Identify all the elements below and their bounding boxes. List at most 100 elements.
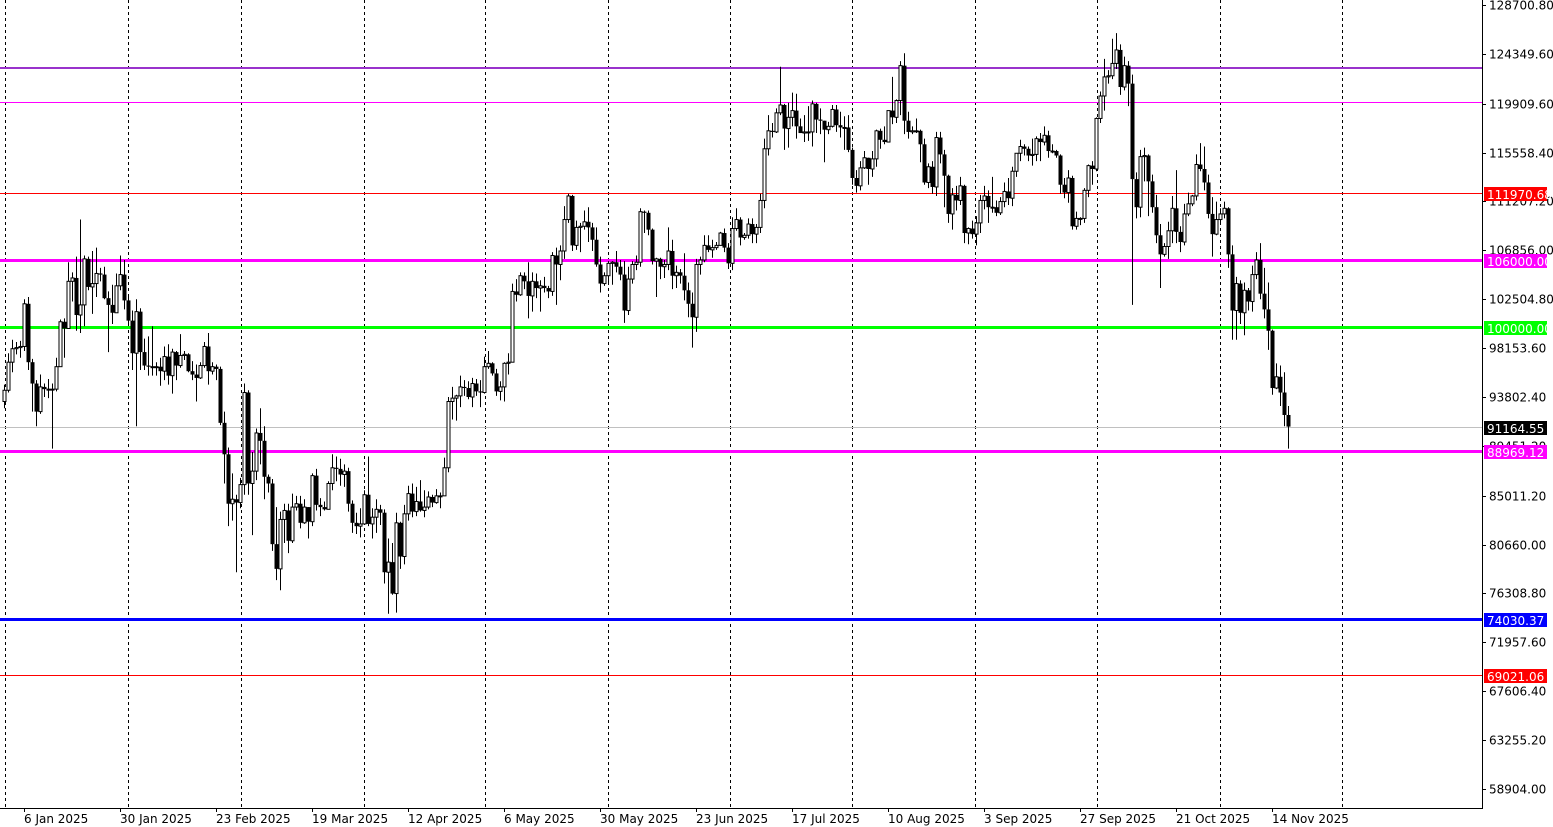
candle [1282, 372, 1287, 427]
price-tick-label: 102504.80 [1489, 293, 1553, 307]
candle [78, 219, 83, 333]
candle [1066, 170, 1071, 203]
candle-body-bull [1082, 189, 1087, 219]
candle-body-bear [1126, 65, 1131, 84]
candle-body-bull [806, 131, 811, 134]
candle [1250, 265, 1255, 312]
candle [218, 366, 223, 426]
candle-body-bull [310, 475, 315, 523]
candle-body-bear [462, 386, 467, 389]
candle-body-bear [770, 130, 775, 132]
candles [2, 33, 1291, 614]
candle [546, 285, 551, 299]
candle [42, 383, 47, 398]
candle-body-bear [410, 493, 415, 512]
candle [1062, 177, 1067, 199]
candle-body-bull [886, 110, 891, 143]
candle [370, 508, 375, 539]
candle [582, 210, 587, 230]
candle-body-bull [662, 263, 667, 268]
candle-body-bear [206, 346, 211, 372]
candle-body-bull [1218, 213, 1223, 221]
candle-body-bear [1006, 191, 1011, 199]
candle [762, 138, 767, 209]
candle-body-bull [454, 395, 459, 399]
candle [338, 458, 343, 486]
candle-body-bull [238, 484, 243, 504]
candle-body-bull [998, 201, 1003, 214]
price-tick-label: 93802.40 [1489, 391, 1546, 405]
candle-body-bear [146, 365, 151, 367]
candle-body-bull [950, 194, 955, 215]
candle-body-bear [954, 194, 959, 201]
candle-body-bear [594, 239, 599, 265]
level-label-text: 106000.00 [1487, 255, 1552, 269]
candle-body-bull [1186, 203, 1191, 215]
candle-body-bear [866, 157, 871, 169]
candle-body-bear [690, 303, 695, 318]
candle [50, 383, 55, 449]
candle-body-bull [966, 228, 971, 234]
candle [10, 339, 15, 373]
candle [802, 115, 807, 143]
candle-body-bear [542, 285, 547, 289]
candle [750, 218, 755, 244]
candle [654, 257, 659, 298]
candle [1154, 194, 1159, 244]
candle [118, 255, 123, 291]
candle-body-bull [134, 311, 139, 354]
candle [570, 194, 575, 251]
candle [206, 332, 211, 385]
candle-body-bull [1250, 274, 1255, 303]
candle [1050, 144, 1055, 154]
candle-body-bear [234, 499, 239, 503]
candle [38, 374, 43, 414]
candle-body-bear [822, 120, 827, 130]
candle [1190, 194, 1195, 207]
candle-body-bull [422, 506, 427, 511]
candle-body-bear [1130, 83, 1135, 180]
candle-body-bull [6, 361, 11, 391]
candle-body-bull [1110, 62, 1115, 77]
candle [722, 228, 727, 253]
candle [466, 381, 471, 400]
candle [874, 129, 879, 167]
time-axis[interactable]: 6 Jan 2025 30 Jan 2025 23 Feb 2025 19 Mar 2… [24, 808, 1349, 826]
candle-body-bull [702, 244, 707, 261]
candle-body-bear [798, 126, 803, 134]
candle [734, 208, 739, 231]
candle-body-bear [30, 362, 35, 384]
candle-body-bear [678, 272, 683, 276]
candle-body-bull [1018, 146, 1023, 154]
candle-body-bull [414, 500, 419, 513]
candle-body-bull [14, 347, 19, 350]
candle [630, 261, 635, 284]
candle [598, 256, 603, 293]
candle [334, 456, 339, 482]
candle [1206, 174, 1211, 219]
candle-body-bull [1066, 177, 1071, 194]
candle [454, 394, 459, 421]
candle-body-bull [910, 130, 915, 133]
candle-body-bull [402, 513, 407, 558]
candle-body-bull [730, 228, 735, 264]
candle [250, 452, 255, 536]
candle [514, 279, 519, 302]
candle [902, 53, 907, 135]
time-tick-label: 17 Jul 2025 [792, 812, 860, 826]
candle-body-bear [878, 130, 883, 140]
candle-body-bull [230, 498, 235, 505]
candle-body-bear [986, 195, 991, 208]
candle [58, 319, 63, 368]
candle-body-bull [250, 470, 255, 484]
candle [94, 247, 99, 298]
candle-body-bull [82, 258, 87, 306]
candle-body-bull [610, 261, 615, 264]
candle [386, 538, 391, 614]
price-axis[interactable]: 128700.80124349.60119909.60115558.401112… [1482, 0, 1553, 797]
candle [562, 206, 567, 259]
candle-body-bear [466, 388, 471, 398]
candle-body-bull [198, 365, 203, 379]
candle-body-bear [726, 247, 731, 264]
